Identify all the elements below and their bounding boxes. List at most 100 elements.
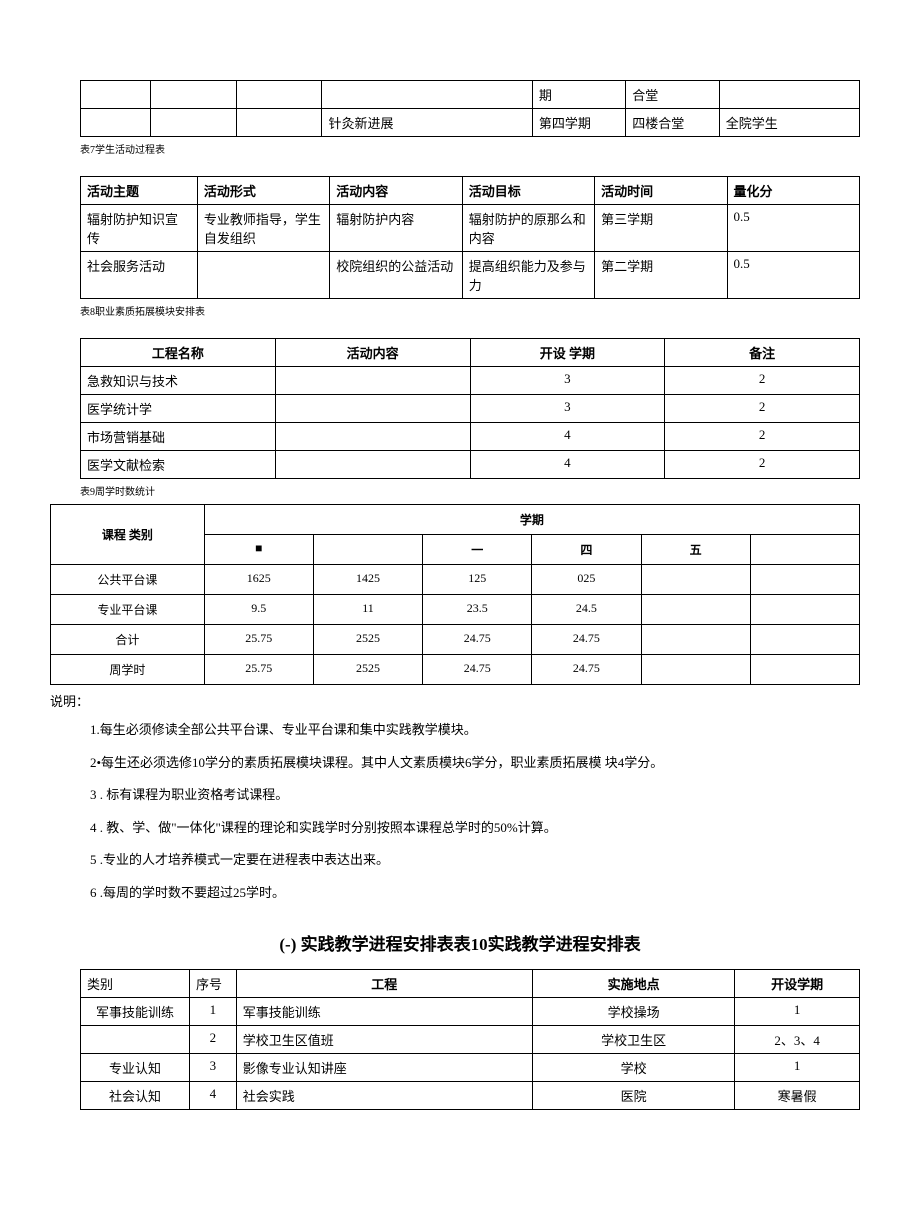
table-8: 工程名称 活动内容 开设 学期 备注 急救知识与技术 3 2 医学统计学 3 2… xyxy=(80,338,860,479)
cell: 第二学期 xyxy=(595,252,727,299)
header-cell: 序号 xyxy=(190,969,237,997)
explain-list: 1.每生必须修读全部公共平台课、专业平台课和集中实践教学模块。 2•每生还必须选… xyxy=(90,716,870,908)
cell: 3 xyxy=(470,367,665,395)
header-cell: 学期 xyxy=(204,505,859,535)
caption-7: 表7学生活动过程表 xyxy=(50,141,870,156)
cell xyxy=(151,81,237,109)
cell: 辐射防护的原那么和内容 xyxy=(462,205,594,252)
cell xyxy=(275,395,470,423)
table-row: 辐射防护知识宣传 专业教师指导，学生自发组织 辐射防护内容 辐射防护的原那么和内… xyxy=(81,205,860,252)
cell: 1625 xyxy=(204,565,313,595)
header-cell: 一 xyxy=(423,535,532,565)
cell xyxy=(750,655,859,685)
cell xyxy=(197,252,329,299)
cell: 学校卫生区值班 xyxy=(236,1025,532,1053)
explain-item: 2•每生还必须选修10学分的素质拓展模块课程。其中人文素质模块6学分，职业素质拓… xyxy=(90,749,870,778)
cell: 3 xyxy=(190,1053,237,1081)
cell: 25.75 xyxy=(204,625,313,655)
header-cell: 课程 类别 xyxy=(51,505,205,565)
cell: 24.75 xyxy=(532,655,641,685)
cell: 24.5 xyxy=(532,595,641,625)
cell xyxy=(151,109,237,137)
cell: 专业认知 xyxy=(81,1053,190,1081)
cell xyxy=(275,423,470,451)
header-cell: 开设学期 xyxy=(735,969,860,997)
cell: 25.75 xyxy=(204,655,313,685)
cell: 23.5 xyxy=(423,595,532,625)
cell: 2525 xyxy=(313,625,422,655)
cell xyxy=(236,81,322,109)
cell: 025 xyxy=(532,565,641,595)
caption-9: 表9周学时数统计 xyxy=(50,483,870,498)
table-row: 公共平台课 1625 1425 125 025 xyxy=(51,565,860,595)
cell: 1 xyxy=(190,997,237,1025)
table-header-row: 活动主题 活动形式 活动内容 活动目标 活动时间 量化分 xyxy=(81,177,860,205)
cell xyxy=(275,451,470,479)
explain-item: 6 .每周的学时数不要超过25学时。 xyxy=(90,879,870,908)
cell xyxy=(750,595,859,625)
cell: 市场营销基础 xyxy=(81,423,276,451)
cell: 寒暑假 xyxy=(735,1081,860,1109)
cell xyxy=(641,655,750,685)
table-row: 军事技能训练 1 军事技能训练 学校操场 1 xyxy=(81,997,860,1025)
cell xyxy=(641,565,750,595)
header-cell: 工程名称 xyxy=(81,339,276,367)
cell xyxy=(719,81,859,109)
cell: 0.5 xyxy=(727,205,859,252)
cell: 专业教师指导，学生自发组织 xyxy=(197,205,329,252)
cell: 1 xyxy=(735,997,860,1025)
cell: 公共平台课 xyxy=(51,565,205,595)
table-row: 医学统计学 3 2 xyxy=(81,395,860,423)
cell: 1425 xyxy=(313,565,422,595)
header-cell: 活动内容 xyxy=(330,177,462,205)
cell: 校院组织的公益活动 xyxy=(330,252,462,299)
table-row: 市场营销基础 4 2 xyxy=(81,423,860,451)
header-cell: 活动内容 xyxy=(275,339,470,367)
table-10: 类别 序号 工程 实施地点 开设学期 军事技能训练 1 军事技能训练 学校操场 … xyxy=(80,969,860,1110)
cell xyxy=(236,109,322,137)
cell: 辐射防护内容 xyxy=(330,205,462,252)
caption-8: 表8职业素质拓展模块安排表 xyxy=(50,303,870,318)
cell: 3 xyxy=(470,395,665,423)
top-fragment-table: 期 合堂 针灸新进展 第四学期 四楼合堂 全院学生 xyxy=(80,80,860,137)
cell xyxy=(322,81,532,109)
cell: 社会服务活动 xyxy=(81,252,198,299)
cell: 24.75 xyxy=(423,655,532,685)
header-cell: 活动时间 xyxy=(595,177,727,205)
cell: 学校操场 xyxy=(532,997,735,1025)
cell: 1 xyxy=(735,1053,860,1081)
cell: 4 xyxy=(470,451,665,479)
cell: 24.75 xyxy=(423,625,532,655)
explain-item: 4 . 教、学、做"一体化"课程的理论和实践学时分别按照本课程总学时的50%计算… xyxy=(90,814,870,843)
header-cell: 工程 xyxy=(236,969,532,997)
cell: 军事技能训练 xyxy=(81,997,190,1025)
explain-item: 1.每生必须修读全部公共平台课、专业平台课和集中实践教学模块。 xyxy=(90,716,870,745)
explain-item: 3 . 标有课程为职业资格考试课程。 xyxy=(90,781,870,810)
table-7: 活动主题 活动形式 活动内容 活动目标 活动时间 量化分 辐射防护知识宣传 专业… xyxy=(80,176,860,299)
cell: 全院学生 xyxy=(719,109,859,137)
cell: 9.5 xyxy=(204,595,313,625)
header-cell: 活动形式 xyxy=(197,177,329,205)
cell xyxy=(641,625,750,655)
cell: 影像专业认知讲座 xyxy=(236,1053,532,1081)
cell xyxy=(750,625,859,655)
header-cell: 实施地点 xyxy=(532,969,735,997)
explain-item: 5 .专业的人才培养模式一定要在进程表中表达出来。 xyxy=(90,846,870,875)
header-cell xyxy=(750,535,859,565)
table-9: 课程 类别 学期 ■ 一 四 五 公共平台课 1625 1425 125 025… xyxy=(50,504,860,685)
table-row: 急救知识与技术 3 2 xyxy=(81,367,860,395)
cell: 专业平台课 xyxy=(51,595,205,625)
cell: 医学统计学 xyxy=(81,395,276,423)
table-row: 周学时 25.75 2525 24.75 24.75 xyxy=(51,655,860,685)
cell xyxy=(641,595,750,625)
table-row: 专业认知 3 影像专业认知讲座 学校 1 xyxy=(81,1053,860,1081)
cell: 合堂 xyxy=(626,81,719,109)
cell: 2 xyxy=(665,367,860,395)
table-row: 2 学校卫生区值班 学校卫生区 2、3、4 xyxy=(81,1025,860,1053)
table-header-row: 课程 类别 学期 xyxy=(51,505,860,535)
cell: 社会认知 xyxy=(81,1081,190,1109)
header-cell: 量化分 xyxy=(727,177,859,205)
header-cell xyxy=(313,535,422,565)
cell: 2525 xyxy=(313,655,422,685)
header-cell: 四 xyxy=(532,535,641,565)
